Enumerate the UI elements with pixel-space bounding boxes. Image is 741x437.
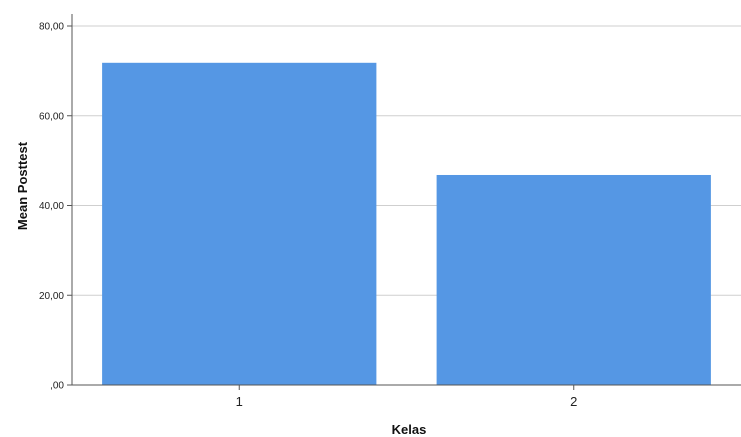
x-tick-label: 2 [570, 394, 577, 409]
y-axis-title: Mean Posttest [15, 141, 30, 230]
bars [102, 62, 711, 386]
y-tick-label: 20,00 [39, 291, 64, 302]
x-tick-label: 1 [236, 394, 243, 409]
axes [67, 14, 741, 390]
y-tick-label: 80,00 [39, 22, 64, 33]
y-tick-label: ,00 [50, 381, 64, 392]
x-axis-title: Kelas [392, 422, 427, 437]
y-tick-label: 40,00 [39, 201, 64, 212]
bar-2 [436, 174, 711, 385]
y-tick-label: 60,00 [39, 111, 64, 122]
bar-1 [102, 62, 377, 386]
y-tick-labels: ,00 20,00 40,00 60,00 80,00 [39, 22, 64, 392]
